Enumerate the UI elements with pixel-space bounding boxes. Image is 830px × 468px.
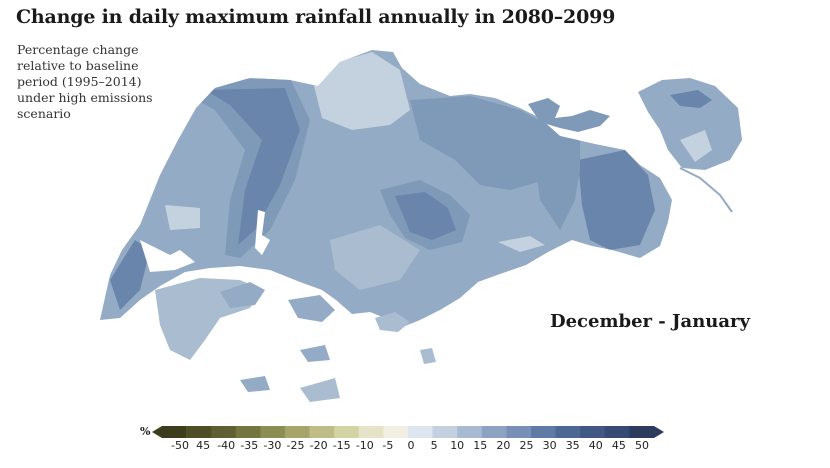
legend-swatch: [186, 426, 212, 438]
legend-tick-label: 5: [430, 439, 438, 452]
legend-swatch: [580, 426, 606, 438]
legend-swatch: [481, 426, 507, 438]
legend-swatch: [506, 426, 532, 438]
legend-tick-label: -10: [355, 439, 374, 452]
southern-island: [240, 376, 270, 392]
legend-tick-label: 10: [450, 439, 465, 452]
pulau-tekong-light-zone: [680, 130, 712, 162]
legend-tick-label: 50: [635, 439, 649, 452]
legend-tick-label: 35: [565, 439, 580, 452]
legend-swatch: [408, 426, 434, 438]
zone-northeast-mid: [410, 96, 560, 190]
legend-swatch: [604, 426, 630, 438]
legend-unit: %: [140, 425, 151, 438]
zone-central-dark: [395, 192, 456, 240]
reservoir-inlet: [255, 210, 270, 255]
zone-north-light: [310, 52, 410, 130]
subtitle-line: under high emissions: [17, 90, 153, 105]
subtitle-line: scenario: [17, 106, 71, 121]
season-label: December - January: [550, 311, 751, 332]
southern-island: [288, 295, 335, 322]
legend-swatch: [555, 426, 581, 438]
legend-swatch: [260, 426, 286, 438]
legend-swatch: [383, 426, 409, 438]
legend-swatch: [432, 426, 458, 438]
legend-swatch: [211, 426, 237, 438]
west-channel: [140, 240, 195, 272]
subtitle-line: period (1995–2014): [17, 74, 142, 89]
legend-swatch: [531, 426, 557, 438]
zone-south-light: [330, 225, 420, 290]
subtitle-line: relative to baseline: [17, 58, 139, 73]
legend-swatch: [309, 426, 335, 438]
zone-southeast-light: [498, 236, 545, 252]
legend-tick-label: -15: [332, 439, 351, 452]
legend-ticks: -50 45 -40 -35 -30 -25 -20 -15 -10 -5 0 5 10 15 20 25 30…: [0, 439, 830, 455]
pulau-ubin: [528, 98, 610, 132]
southern-island: [300, 345, 330, 362]
legend-tick-label: -50: [171, 439, 189, 452]
legend-tick-label: 30: [542, 439, 557, 452]
legend-swatch: [152, 426, 187, 438]
legend-swatch: [457, 426, 483, 438]
legend-swatch: [285, 426, 311, 438]
zone-east-dark: [578, 150, 655, 250]
pulau-tekong-dark-zone: [670, 90, 712, 108]
legend-tick-label: -30: [263, 439, 282, 452]
map-subtitle: Percentage change relative to baseline p…: [17, 42, 167, 122]
pulau-tekong: [638, 78, 742, 170]
tekong-reclamation-line: [679, 167, 733, 213]
legend-swatch: [629, 426, 664, 438]
southern-island: [420, 348, 436, 364]
jurong-island-zone: [220, 282, 265, 308]
legend-swatch: [358, 426, 384, 438]
legend-tick-label: 0: [407, 439, 415, 452]
legend-tick-label: -40: [217, 439, 236, 452]
zone-southwest-dark: [110, 240, 150, 310]
southern-island: [375, 312, 410, 332]
legend-tick-label: 25: [519, 439, 534, 452]
map-title: Change in daily maximum rainfall annuall…: [16, 6, 616, 28]
legend-tick-label: 45: [196, 439, 211, 452]
legend-tick-label: -20: [309, 439, 328, 452]
legend-tick-label: 40: [588, 439, 603, 452]
legend-swatch: [235, 426, 261, 438]
zone-west-light: [165, 205, 200, 230]
legend-tick-label: -5: [382, 439, 394, 452]
singapore-map: [100, 50, 742, 402]
zone-east-mid: [535, 125, 580, 230]
subtitle-line: Percentage change: [17, 42, 139, 57]
legend-tick-label: 45: [611, 439, 626, 452]
legend-swatch: [334, 426, 360, 438]
color-legend: [152, 426, 664, 438]
sentosa-island: [300, 378, 340, 402]
legend-tick-label: 15: [473, 439, 488, 452]
legend-tick-label: -25: [286, 439, 305, 452]
zone-west-dark: [205, 88, 300, 245]
legend-tick-label: 20: [496, 439, 511, 452]
legend-tick-label: -35: [240, 439, 259, 452]
